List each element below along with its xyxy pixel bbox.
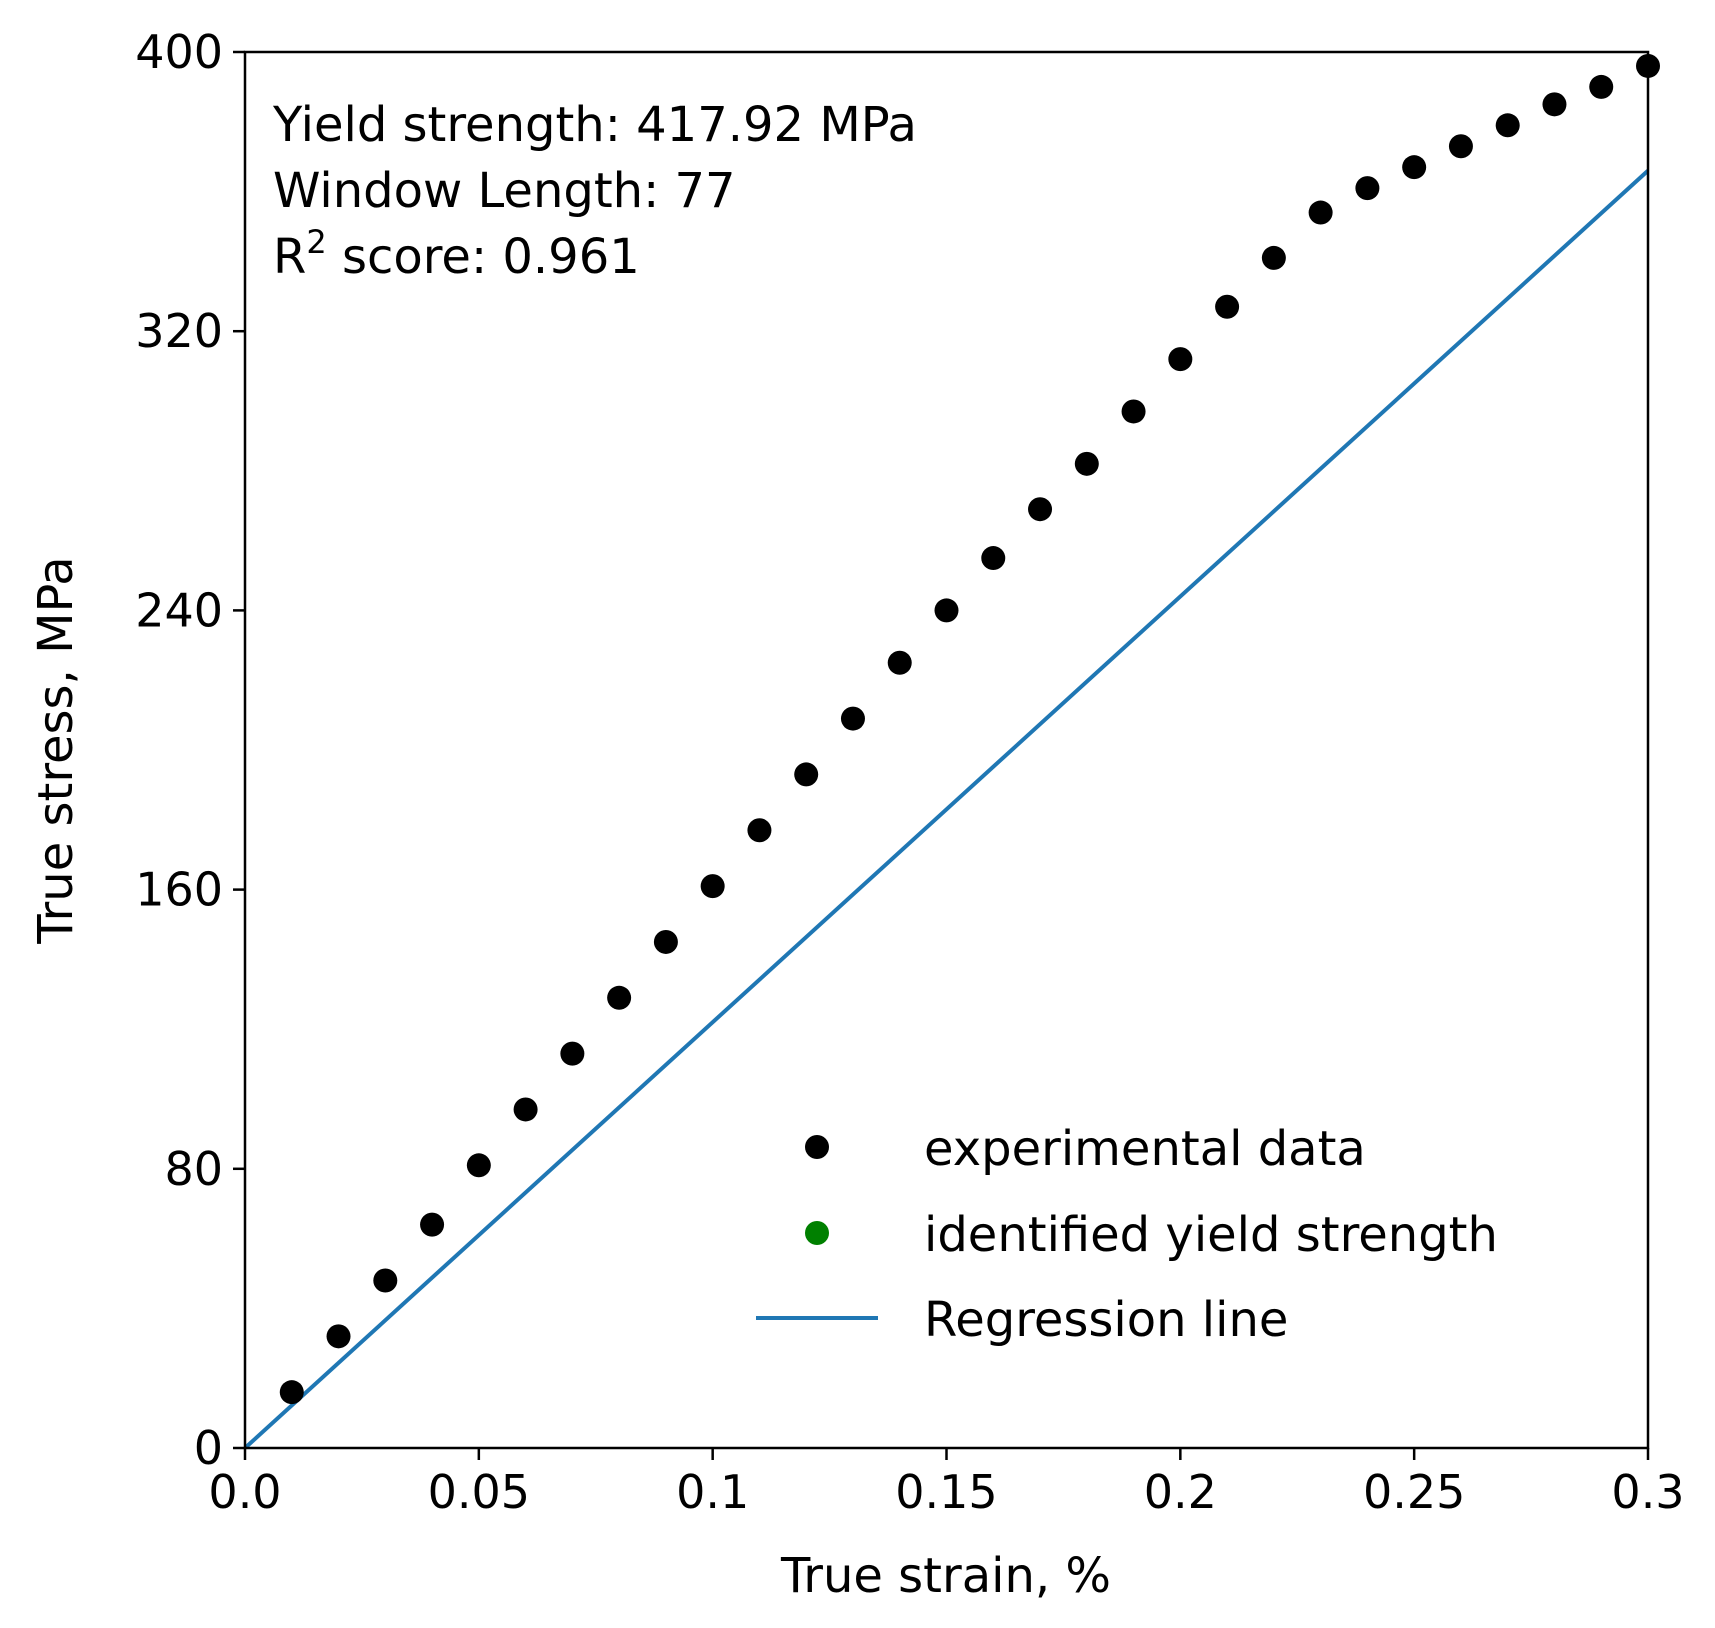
legend-regression-line-label: Regression line bbox=[924, 1292, 1288, 1348]
legend-yield-strength-marker bbox=[805, 1221, 829, 1245]
x-axis-ticks: 0.0 0.05 0.1 0.15 0.2 0.25 0.3 bbox=[208, 1448, 1685, 1519]
y-tick-label: 160 bbox=[135, 863, 223, 917]
experimental-data-point bbox=[513, 1097, 538, 1122]
x-tick-label: 0.3 bbox=[1611, 1465, 1684, 1519]
y-tick-label: 400 bbox=[135, 25, 223, 79]
experimental-data-point bbox=[981, 546, 1006, 571]
r2-letter: R bbox=[273, 229, 306, 285]
x-tick-label: 0.1 bbox=[676, 1465, 749, 1519]
experimental-data-point bbox=[607, 985, 632, 1010]
window-length-annotation: Window Length: 77 bbox=[273, 163, 736, 219]
x-axis-label: True strain, % bbox=[780, 1548, 1111, 1604]
legend-experimental-data-label: experimental data bbox=[924, 1121, 1366, 1177]
experimental-data-point bbox=[1261, 245, 1286, 270]
r2-score-value: score: 0.961 bbox=[327, 229, 640, 285]
legend-experimental-data-marker bbox=[805, 1135, 829, 1159]
experimental-data-point bbox=[420, 1212, 445, 1237]
experimental-data-point bbox=[887, 650, 912, 675]
experimental-data-point bbox=[747, 818, 772, 843]
regression-line bbox=[245, 169, 1648, 1448]
experimental-data-point bbox=[373, 1268, 398, 1293]
experimental-data-point bbox=[1121, 399, 1146, 424]
regression-line-layer bbox=[245, 169, 1648, 1448]
y-tick-label: 320 bbox=[135, 304, 223, 358]
experimental-data-point bbox=[1168, 347, 1193, 372]
y-axis-ticks: 0 80 160 240 320 400 bbox=[135, 25, 245, 1475]
r2-superscript: 2 bbox=[306, 223, 326, 261]
y-tick-label: 0 bbox=[194, 1421, 223, 1475]
experimental-data-point bbox=[794, 762, 819, 787]
experimental-data-point bbox=[1448, 134, 1473, 159]
y-tick-label: 80 bbox=[164, 1142, 223, 1196]
x-tick-label: 0.2 bbox=[1144, 1465, 1217, 1519]
y-axis-label: True stress, MPa bbox=[28, 556, 84, 944]
x-tick-label: 0.15 bbox=[895, 1465, 997, 1519]
experimental-data-point bbox=[700, 874, 725, 899]
experimental-data-point bbox=[466, 1153, 491, 1178]
x-tick-label: 0.05 bbox=[428, 1465, 530, 1519]
experimental-data-point bbox=[1355, 176, 1380, 201]
experimental-data-point bbox=[840, 706, 865, 731]
experimental-data-point bbox=[279, 1380, 304, 1405]
experimental-data-point bbox=[653, 929, 678, 954]
experimental-data-point bbox=[1074, 451, 1099, 476]
r2-score-annotation: R2 score: 0.961 bbox=[273, 223, 640, 285]
experimental-data-point bbox=[934, 598, 959, 623]
legend-yield-strength-label: identified yield strength bbox=[924, 1207, 1498, 1263]
x-tick-label: 0.25 bbox=[1363, 1465, 1465, 1519]
experimental-data-point bbox=[1215, 294, 1240, 319]
experimental-data-point bbox=[1495, 113, 1520, 138]
experimental-data-point bbox=[1589, 74, 1614, 99]
experimental-data-point bbox=[1028, 497, 1053, 522]
y-tick-label: 240 bbox=[135, 583, 223, 637]
yield-strength-annotation: Yield strength: 417.92 MPa bbox=[272, 97, 917, 153]
experimental-data-point bbox=[326, 1324, 351, 1349]
x-tick-label: 0.0 bbox=[208, 1465, 281, 1519]
experimental-data-point bbox=[1402, 155, 1427, 180]
experimental-data-point bbox=[1308, 200, 1333, 225]
experimental-data-point bbox=[1542, 92, 1567, 117]
experimental-data-point bbox=[560, 1041, 585, 1066]
legend: experimental data identified yield stren… bbox=[756, 1121, 1498, 1348]
experimental-data-points bbox=[279, 53, 1660, 1405]
